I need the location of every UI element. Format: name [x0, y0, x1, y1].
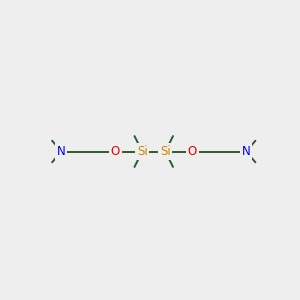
- Text: N: N: [57, 145, 66, 158]
- Text: N: N: [242, 145, 250, 158]
- Text: O: O: [111, 145, 120, 158]
- Text: O: O: [188, 145, 197, 158]
- Text: Si: Si: [137, 145, 148, 158]
- Text: Si: Si: [160, 145, 171, 158]
